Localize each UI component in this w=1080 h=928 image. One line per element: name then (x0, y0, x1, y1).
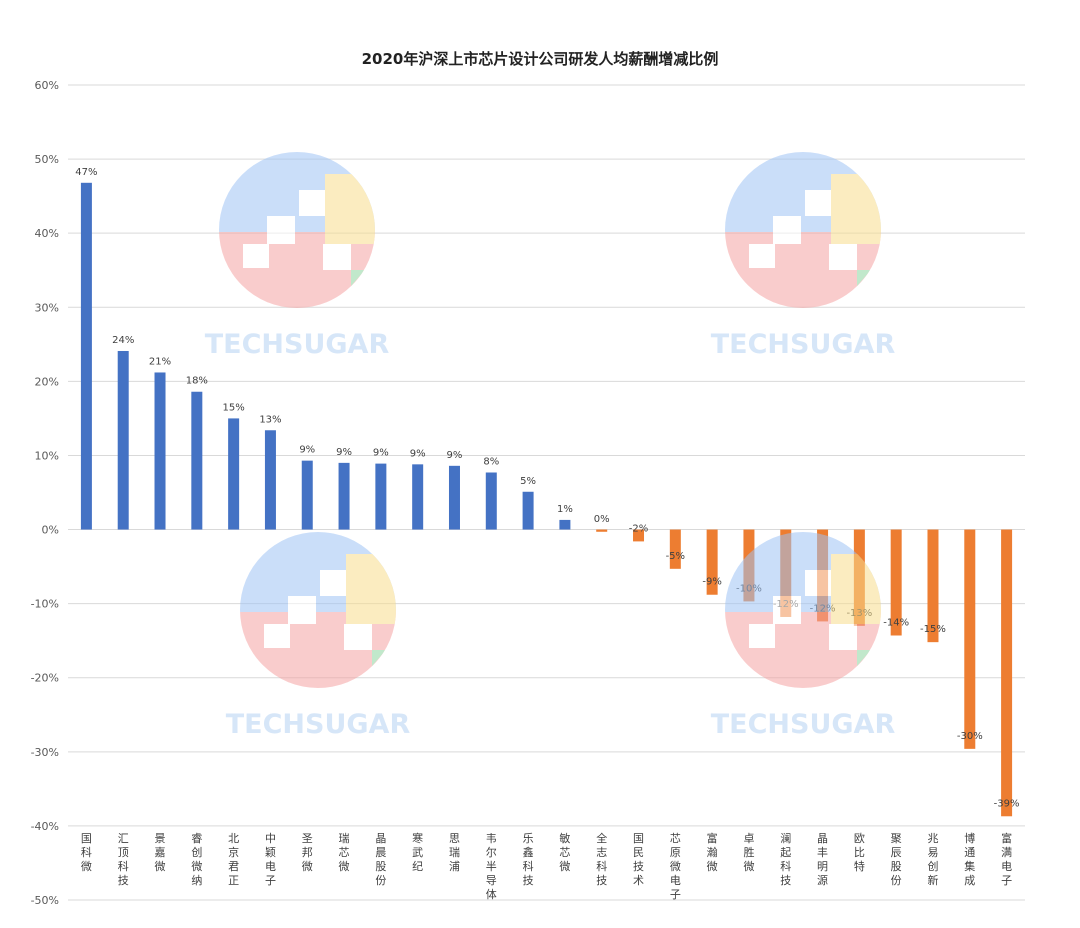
category-label: 寒武纪 (412, 831, 423, 873)
watermark-text: TECHSUGAR (226, 709, 411, 740)
data-label: 24% (112, 335, 134, 346)
category-label: 兆易创新 (927, 832, 938, 887)
y-tick-label: -30% (31, 746, 59, 759)
data-label: 9% (447, 450, 463, 461)
bar (338, 462, 350, 530)
category-label: 睿创微纳 (191, 831, 202, 887)
data-label: -9% (702, 577, 721, 588)
category-label: 北京君正 (228, 832, 239, 887)
y-tick-label: 20% (35, 375, 59, 388)
y-tick-label: 0% (42, 524, 59, 537)
category-label: 博通集成 (964, 832, 975, 887)
bar (228, 418, 240, 530)
y-axis-ticks: 60% 50% 40% 30% 20% 10% 0% -10% -20% -30% -40% -50% (31, 79, 59, 907)
data-label: 9% (299, 445, 315, 456)
data-label: 9% (373, 448, 389, 459)
y-tick-label: 50% (35, 153, 59, 166)
techsugar-watermark: TECHSUGAR (711, 532, 896, 740)
bar (1001, 529, 1013, 817)
bar (191, 391, 203, 530)
data-label: 18% (186, 376, 208, 387)
bar (669, 529, 681, 569)
data-label: -2% (629, 523, 648, 534)
y-tick-label: -40% (31, 820, 59, 833)
y-tick-label: -50% (31, 894, 59, 907)
category-label: 景嘉微 (155, 832, 166, 873)
data-label: 5% (520, 476, 536, 487)
bar (301, 460, 313, 530)
bar (154, 372, 166, 530)
category-label: 乐鑫科技 (523, 832, 534, 887)
category-label: 芯原微电子 (670, 831, 681, 901)
category-label: 晶晨股份 (375, 832, 386, 887)
bar (117, 350, 129, 530)
data-label: -39% (994, 798, 1020, 809)
category-label: 韦尔半导体 (486, 832, 497, 901)
bar (706, 529, 718, 595)
bar (927, 529, 939, 643)
data-label: 47% (75, 167, 97, 178)
category-label: 国科微 (81, 832, 92, 873)
bar (412, 464, 424, 530)
data-label: 15% (223, 402, 245, 413)
watermark-text: TECHSUGAR (711, 329, 896, 360)
bar (80, 182, 92, 530)
gridlines (68, 84, 1025, 901)
category-label: 汇顶科技 (118, 832, 129, 887)
category-label: 敏芯微 (559, 831, 570, 873)
data-label: 21% (149, 356, 171, 367)
y-tick-label: 60% (35, 79, 59, 92)
category-label: 中颖电子 (265, 832, 276, 887)
bar (485, 472, 497, 530)
bar (633, 529, 645, 542)
y-tick-label: 30% (35, 301, 59, 314)
bar (375, 463, 387, 530)
bar (596, 529, 608, 532)
category-labels: 国科微 汇顶科技 景嘉微 睿创微纳 北京君正 中颖电子 圣邦微 瑞芯微 晶晨股份 寒武纪 思瑞浦 韦尔… (81, 831, 1012, 901)
data-label: 13% (259, 414, 281, 425)
bar (522, 491, 534, 530)
techsugar-watermark: TECHSUGAR (711, 152, 896, 360)
data-label: -5% (666, 551, 685, 562)
category-label: 瑞芯微 (339, 831, 350, 873)
category-label: 澜起科技 (780, 831, 791, 887)
category-label: 全志科技 (596, 831, 607, 887)
category-label: 晶丰明源 (817, 832, 828, 887)
y-tick-label: -20% (31, 672, 59, 685)
bar (964, 529, 976, 749)
category-label: 圣邦微 (302, 832, 313, 873)
data-label: 9% (336, 447, 352, 458)
data-label: -30% (957, 731, 983, 742)
category-label: 国民技术 (633, 832, 644, 887)
data-label: 0% (594, 514, 610, 525)
category-label: 卓胜微 (743, 832, 754, 873)
data-label: 1% (557, 504, 573, 515)
data-label: 9% (410, 448, 426, 459)
category-label: 富满电子 (1001, 831, 1012, 887)
category-label: 思瑞浦 (449, 832, 460, 873)
category-label: 富瀚微 (707, 831, 718, 873)
watermark-text: TECHSUGAR (205, 329, 390, 360)
category-label: 欧比特 (854, 832, 865, 873)
y-tick-label: -10% (31, 598, 59, 611)
data-label: -15% (920, 624, 946, 635)
bar (559, 519, 571, 530)
watermark-text: TECHSUGAR (711, 709, 896, 740)
techsugar-watermark: TECHSUGAR (226, 532, 411, 740)
bar (264, 430, 276, 530)
bar (448, 465, 460, 530)
y-tick-label: 40% (35, 227, 59, 240)
data-label: -14% (883, 617, 909, 628)
category-label: 聚辰股份 (891, 832, 902, 887)
data-label: 8% (483, 456, 499, 467)
y-tick-label: 10% (35, 449, 59, 462)
techsugar-watermark: TECHSUGAR (205, 152, 390, 360)
chart-title: 2020年沪深上市芯片设计公司研发人均薪酬增减比例 (361, 50, 719, 68)
bar (890, 529, 902, 636)
